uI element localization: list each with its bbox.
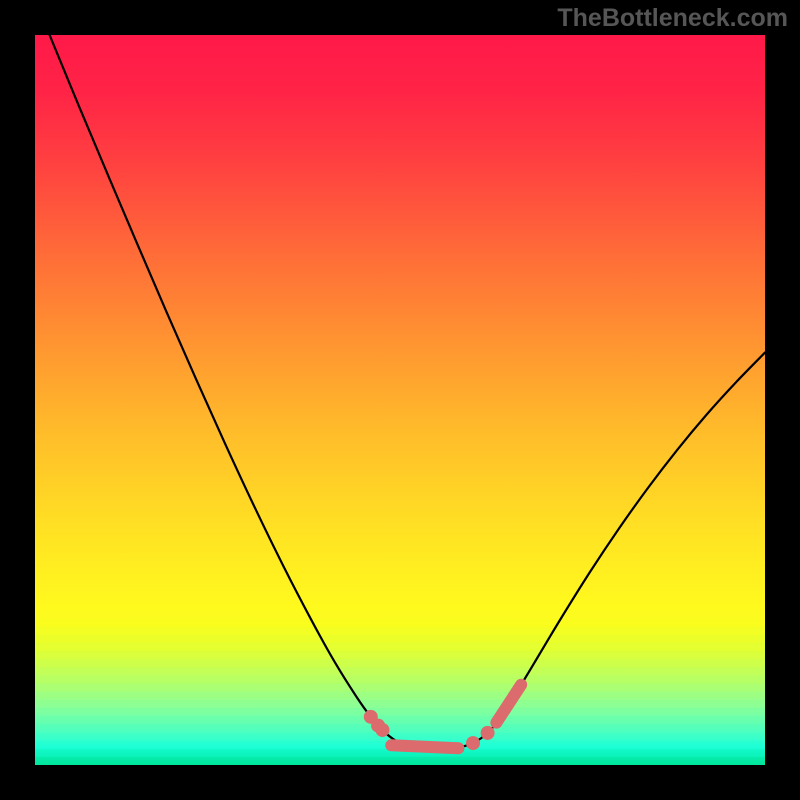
marker-dot [466,736,480,750]
marker-dot [481,726,495,740]
marker-dot [375,723,389,737]
plot-svg [35,35,765,765]
watermark-text: TheBottleneck.com [557,4,788,33]
plot-area [35,35,765,765]
marker-capsule [391,745,458,748]
